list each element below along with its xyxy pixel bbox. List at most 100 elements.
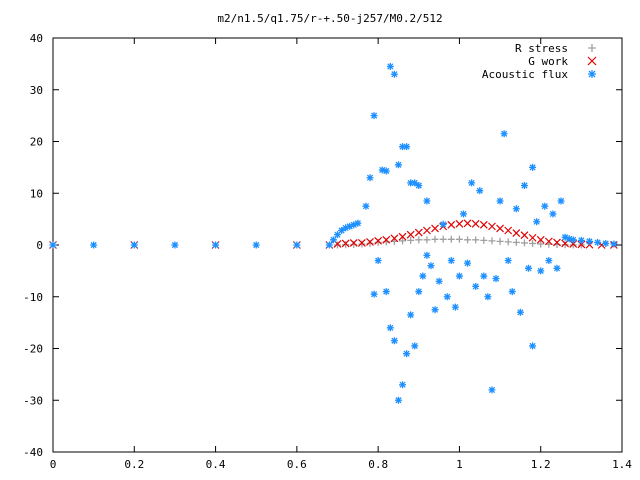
data-points — [49, 62, 618, 404]
acoustic-flux-point — [529, 342, 537, 350]
acoustic-flux-point — [569, 236, 577, 244]
acoustic-flux-point — [529, 163, 537, 171]
acoustic-flux-point — [557, 197, 565, 205]
legend-label: R stress — [515, 42, 568, 55]
x-tick-label: 0.2 — [124, 458, 144, 471]
g-work-point — [398, 232, 407, 241]
acoustic-flux-point — [325, 241, 333, 249]
acoustic-flux-point — [545, 257, 553, 265]
r-stress-point — [431, 235, 439, 243]
acoustic-flux-point — [338, 227, 346, 235]
r-stress-point — [537, 240, 545, 248]
acoustic-flux-point — [488, 386, 496, 394]
acoustic-flux-point — [342, 224, 350, 232]
acoustic-flux-point — [212, 241, 220, 249]
acoustic-flux-point — [565, 235, 573, 243]
g-work-point — [528, 233, 537, 242]
y-tick-label: -20 — [23, 343, 43, 356]
r-stress-point — [366, 239, 374, 247]
y-tick-label: -40 — [23, 446, 43, 459]
acoustic-flux-point — [443, 293, 451, 301]
r-stress-point — [472, 236, 480, 244]
acoustic-flux-point — [419, 272, 427, 280]
g-work-point — [520, 231, 529, 240]
acoustic-flux-point — [90, 241, 98, 249]
acoustic-flux-point — [468, 179, 476, 187]
acoustic-flux-point — [49, 241, 57, 249]
r-stress-point — [561, 241, 569, 249]
g-work-point — [536, 235, 545, 244]
acoustic-flux-point — [496, 197, 504, 205]
x-tick-label: 0.8 — [368, 458, 388, 471]
g-work-point — [471, 219, 480, 228]
acoustic-flux-point — [541, 202, 549, 210]
acoustic-flux-point — [512, 205, 520, 213]
acoustic-flux-point — [520, 181, 528, 189]
acoustic-flux-point — [394, 396, 402, 404]
g-work-point — [390, 234, 399, 243]
g-work-point — [544, 237, 553, 246]
acoustic-flux-point — [500, 130, 508, 138]
acoustic-flux-point — [171, 241, 179, 249]
acoustic-flux-point — [374, 257, 382, 265]
acoustic-flux-point — [451, 303, 459, 311]
acoustic-flux-point — [476, 187, 484, 195]
acoustic-flux-point — [588, 70, 596, 78]
y-tick-label: 10 — [30, 187, 43, 200]
acoustic-flux-point — [403, 143, 411, 151]
acoustic-flux-point — [447, 257, 455, 265]
acoustic-flux-point — [370, 290, 378, 298]
g-work-point — [479, 220, 488, 229]
chart-title: m2/n1.5/q1.75/r-+.50-j257/M0.2/512 — [217, 12, 442, 25]
r-stress-point — [480, 236, 488, 244]
acoustic-flux-point — [390, 70, 398, 78]
r-stress-point — [334, 241, 341, 249]
acoustic-flux-point — [431, 306, 439, 314]
acoustic-flux-point — [366, 174, 374, 182]
r-stress-point — [588, 44, 596, 52]
acoustic-flux-point — [334, 231, 341, 239]
acoustic-flux-point — [415, 181, 423, 189]
acoustic-flux-point — [472, 282, 480, 290]
acoustic-flux-point — [407, 311, 415, 319]
g-work-point — [512, 229, 521, 238]
acoustic-flux-point — [516, 308, 524, 316]
acoustic-flux-point — [386, 324, 394, 332]
acoustic-flux-point — [382, 288, 390, 296]
acoustic-flux-point — [594, 238, 602, 246]
acoustic-flux-point — [370, 112, 378, 120]
acoustic-flux-point — [492, 275, 500, 283]
r-stress-point — [529, 239, 537, 247]
r-stress-point — [520, 239, 528, 247]
y-tick-label: 40 — [30, 32, 43, 45]
r-stress-point — [415, 236, 423, 244]
g-work-point — [357, 239, 366, 247]
g-work-point — [406, 230, 415, 239]
acoustic-flux-point — [130, 241, 138, 249]
g-work-point — [504, 226, 513, 235]
x-tick-label: 1 — [456, 458, 463, 471]
acoustic-flux-point — [329, 236, 337, 244]
g-work-point — [447, 220, 456, 229]
acoustic-flux-point — [459, 210, 467, 218]
acoustic-flux-point — [464, 259, 472, 267]
r-stress-point — [496, 237, 504, 245]
acoustic-flux-point — [407, 179, 415, 187]
y-tick-label: 20 — [30, 136, 43, 149]
x-tick-label: 1.2 — [531, 458, 551, 471]
acoustic-flux-point — [537, 267, 545, 275]
acoustic-flux-point — [399, 381, 407, 389]
acoustic-flux-point — [561, 233, 569, 241]
acoustic-flux-point — [423, 251, 431, 259]
axes: 40 30 20 10 0 -10 -20 -30 -40 0 0.2 0.4 0.6 0.8 1 1.2 1.… — [23, 32, 632, 471]
g-work-point — [414, 228, 423, 237]
g-work-point — [431, 224, 439, 233]
x-tick-label: 0.4 — [206, 458, 226, 471]
acoustic-flux-point — [553, 264, 561, 272]
acoustic-flux-point — [439, 220, 447, 228]
y-tick-label: -30 — [23, 394, 43, 407]
acoustic-flux-point — [602, 239, 610, 247]
g-work-point — [496, 224, 504, 233]
acoustic-flux-point — [549, 210, 557, 218]
